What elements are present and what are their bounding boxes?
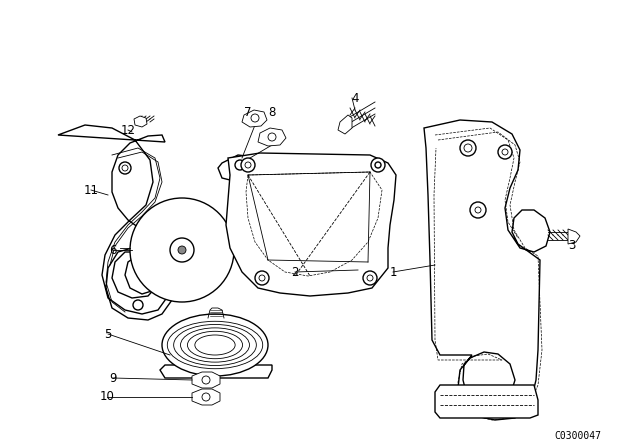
Circle shape: [268, 133, 276, 141]
Polygon shape: [192, 389, 220, 405]
Circle shape: [498, 145, 512, 159]
Polygon shape: [424, 120, 550, 420]
Text: 5: 5: [104, 327, 112, 340]
Polygon shape: [226, 153, 396, 296]
Text: 8: 8: [268, 105, 276, 119]
Circle shape: [178, 246, 186, 254]
Circle shape: [371, 158, 385, 172]
Circle shape: [251, 114, 259, 122]
Circle shape: [133, 300, 143, 310]
Text: C0300047: C0300047: [554, 431, 602, 441]
Polygon shape: [258, 128, 286, 146]
Circle shape: [470, 202, 486, 218]
Text: 3: 3: [568, 238, 576, 251]
Circle shape: [122, 165, 128, 171]
Circle shape: [119, 162, 131, 174]
Text: 1: 1: [389, 266, 397, 279]
Circle shape: [460, 140, 476, 156]
Polygon shape: [192, 372, 220, 388]
Circle shape: [202, 393, 210, 401]
Circle shape: [235, 160, 245, 170]
Circle shape: [255, 271, 269, 285]
Text: 10: 10: [100, 391, 115, 404]
Text: 11: 11: [83, 184, 99, 197]
Polygon shape: [242, 110, 267, 127]
Circle shape: [130, 198, 234, 302]
Circle shape: [475, 207, 481, 213]
Text: 6: 6: [109, 244, 116, 257]
Circle shape: [259, 275, 265, 281]
Circle shape: [375, 162, 381, 168]
Text: 4: 4: [351, 91, 359, 104]
Polygon shape: [568, 229, 580, 244]
Ellipse shape: [162, 314, 268, 376]
Circle shape: [170, 238, 194, 262]
Text: 7: 7: [244, 105, 252, 119]
Circle shape: [367, 275, 373, 281]
Polygon shape: [435, 385, 538, 418]
Polygon shape: [160, 365, 272, 378]
Polygon shape: [58, 125, 175, 320]
Circle shape: [202, 376, 210, 384]
Circle shape: [502, 149, 508, 155]
Circle shape: [245, 162, 251, 168]
Circle shape: [464, 144, 472, 152]
Circle shape: [241, 158, 255, 172]
Text: 2: 2: [291, 266, 299, 279]
Text: 12: 12: [120, 124, 136, 137]
Polygon shape: [338, 115, 352, 134]
Polygon shape: [218, 155, 260, 182]
Circle shape: [363, 271, 377, 285]
Polygon shape: [134, 116, 147, 127]
Text: 9: 9: [109, 371, 116, 384]
